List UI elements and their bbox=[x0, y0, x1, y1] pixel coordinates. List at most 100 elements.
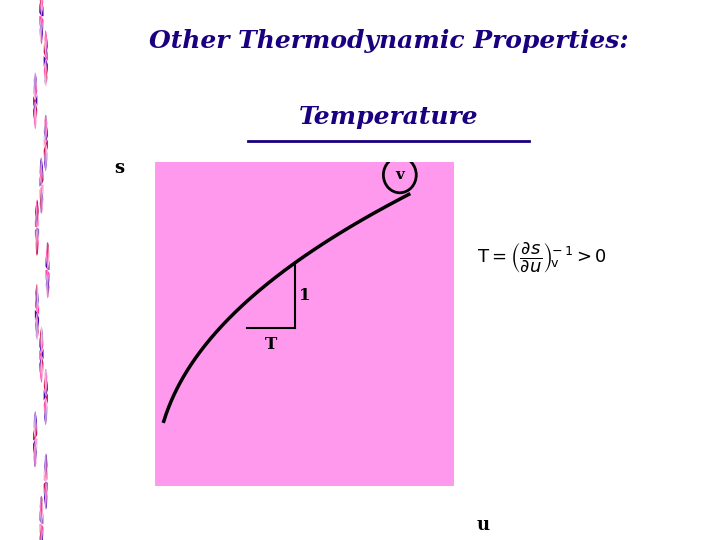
Wedge shape bbox=[37, 215, 39, 228]
Wedge shape bbox=[45, 58, 46, 86]
Wedge shape bbox=[37, 312, 39, 338]
Wedge shape bbox=[40, 0, 42, 16]
Wedge shape bbox=[46, 126, 48, 143]
Text: 1: 1 bbox=[300, 287, 311, 304]
Wedge shape bbox=[36, 312, 37, 340]
Wedge shape bbox=[33, 439, 35, 454]
Wedge shape bbox=[35, 411, 36, 439]
Wedge shape bbox=[46, 397, 48, 417]
Wedge shape bbox=[45, 30, 46, 58]
Wedge shape bbox=[40, 185, 42, 210]
Wedge shape bbox=[35, 310, 37, 321]
Wedge shape bbox=[42, 16, 43, 30]
Wedge shape bbox=[46, 482, 47, 509]
Wedge shape bbox=[35, 101, 37, 119]
Wedge shape bbox=[40, 328, 41, 355]
Wedge shape bbox=[40, 16, 42, 44]
Text: T: T bbox=[265, 336, 277, 353]
Wedge shape bbox=[37, 228, 38, 255]
Wedge shape bbox=[46, 246, 48, 270]
Wedge shape bbox=[35, 74, 37, 101]
Wedge shape bbox=[42, 160, 43, 185]
Wedge shape bbox=[40, 336, 41, 355]
Wedge shape bbox=[40, 355, 41, 374]
Wedge shape bbox=[33, 430, 35, 441]
Wedge shape bbox=[46, 270, 48, 292]
Wedge shape bbox=[35, 296, 37, 312]
Wedge shape bbox=[35, 101, 36, 129]
Wedge shape bbox=[46, 482, 48, 494]
Wedge shape bbox=[45, 58, 46, 86]
Wedge shape bbox=[46, 482, 48, 504]
Wedge shape bbox=[35, 228, 37, 241]
Wedge shape bbox=[46, 143, 48, 163]
Wedge shape bbox=[40, 524, 42, 540]
Wedge shape bbox=[44, 56, 46, 67]
Wedge shape bbox=[48, 270, 50, 284]
Wedge shape bbox=[33, 96, 35, 107]
Wedge shape bbox=[45, 116, 46, 143]
Wedge shape bbox=[40, 164, 42, 185]
Text: v: v bbox=[395, 168, 404, 182]
Wedge shape bbox=[40, 185, 42, 213]
Wedge shape bbox=[46, 469, 48, 482]
Wedge shape bbox=[41, 348, 43, 360]
Wedge shape bbox=[35, 205, 37, 228]
Wedge shape bbox=[46, 458, 48, 482]
Text: s: s bbox=[114, 159, 124, 178]
Wedge shape bbox=[37, 228, 39, 240]
Wedge shape bbox=[46, 31, 47, 58]
Wedge shape bbox=[35, 414, 37, 439]
Wedge shape bbox=[34, 411, 35, 439]
Wedge shape bbox=[44, 482, 46, 505]
Wedge shape bbox=[44, 482, 46, 495]
Wedge shape bbox=[44, 136, 46, 147]
Wedge shape bbox=[35, 312, 37, 333]
Wedge shape bbox=[40, 176, 42, 187]
Wedge shape bbox=[45, 397, 46, 425]
Wedge shape bbox=[47, 270, 48, 298]
Wedge shape bbox=[40, 510, 42, 524]
Wedge shape bbox=[33, 83, 35, 101]
Wedge shape bbox=[46, 397, 47, 424]
Wedge shape bbox=[33, 101, 35, 120]
Wedge shape bbox=[40, 16, 42, 27]
Wedge shape bbox=[36, 228, 37, 256]
Wedge shape bbox=[40, 355, 41, 381]
Wedge shape bbox=[47, 242, 48, 270]
Wedge shape bbox=[42, 513, 43, 524]
Wedge shape bbox=[44, 143, 46, 160]
Wedge shape bbox=[33, 417, 35, 439]
Wedge shape bbox=[35, 228, 37, 252]
Wedge shape bbox=[40, 524, 42, 535]
Wedge shape bbox=[46, 50, 48, 61]
Wedge shape bbox=[41, 355, 43, 373]
Wedge shape bbox=[44, 458, 46, 482]
Wedge shape bbox=[35, 439, 36, 467]
Wedge shape bbox=[35, 82, 37, 101]
Wedge shape bbox=[48, 270, 49, 294]
Wedge shape bbox=[40, 496, 42, 524]
Wedge shape bbox=[46, 380, 48, 397]
Wedge shape bbox=[45, 482, 46, 510]
Wedge shape bbox=[35, 438, 37, 449]
Wedge shape bbox=[46, 139, 48, 150]
Wedge shape bbox=[45, 369, 46, 397]
Wedge shape bbox=[40, 185, 42, 200]
Wedge shape bbox=[44, 33, 46, 58]
Text: Other Thermodynamic Properties:: Other Thermodynamic Properties: bbox=[149, 29, 629, 53]
Wedge shape bbox=[37, 228, 39, 251]
Wedge shape bbox=[42, 524, 43, 538]
Wedge shape bbox=[42, 184, 43, 195]
Wedge shape bbox=[35, 287, 37, 312]
Wedge shape bbox=[44, 390, 46, 401]
Wedge shape bbox=[41, 327, 42, 355]
Wedge shape bbox=[45, 143, 46, 171]
Wedge shape bbox=[40, 500, 42, 524]
Wedge shape bbox=[46, 117, 48, 143]
Wedge shape bbox=[48, 259, 50, 270]
Wedge shape bbox=[40, 16, 42, 38]
Wedge shape bbox=[37, 204, 39, 228]
Wedge shape bbox=[41, 355, 43, 381]
Wedge shape bbox=[44, 143, 46, 169]
